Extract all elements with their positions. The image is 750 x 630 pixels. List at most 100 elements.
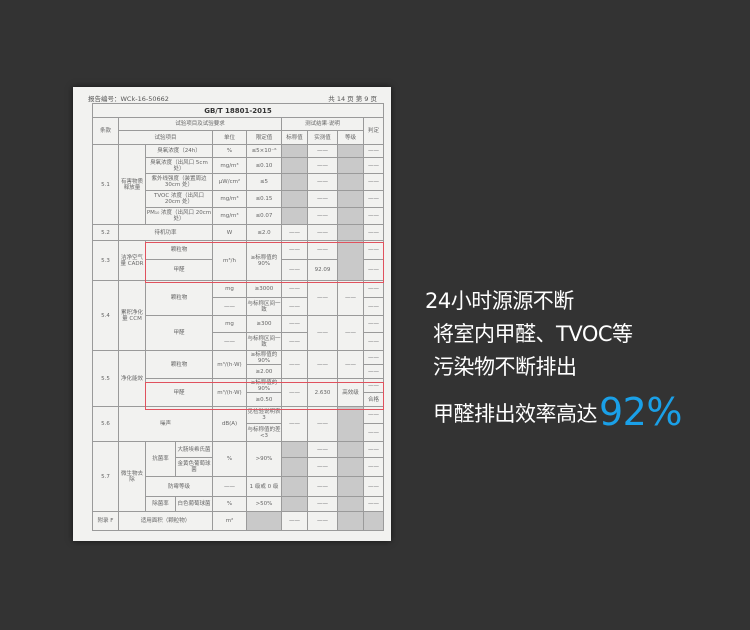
table-cell: mg: [212, 280, 247, 298]
table-cell: ——: [307, 496, 338, 512]
table-row: 5.6 噪声 dB(A) 见检验说明表 3 —— —— ——: [92, 406, 384, 442]
table-cell: ≥2.00: [246, 364, 282, 379]
table-row: 甲醛 —— 92.09 ——: [93, 259, 384, 281]
table-cell: 与标称区间一致: [246, 332, 282, 351]
table-cell: >50%: [246, 496, 282, 512]
table-cell: ——: [363, 157, 384, 174]
table-cell: ≥标称值的 90%: [246, 350, 282, 365]
table-cell: 试验项目: [118, 130, 213, 145]
table-cell: 适用面积（颗粒物）: [118, 511, 213, 531]
table-cell: ——: [363, 441, 384, 458]
table-cell: 5.2: [92, 224, 119, 241]
table-cell: 待机功率: [118, 224, 213, 241]
table-cell: ——: [307, 144, 338, 158]
table-cell: PM₁₀ 浓度（出风口 20cm 处）: [145, 207, 213, 225]
table-cell: [246, 511, 282, 531]
table-row: 与标称值的差<3 ——: [93, 423, 384, 442]
table-cell: ——: [281, 280, 308, 298]
table-cell: ——: [307, 240, 338, 260]
table-cell: 5.4: [92, 280, 119, 351]
table-cell: ——: [363, 457, 384, 477]
table-cell: ——: [363, 173, 384, 191]
table-cell: [337, 457, 364, 477]
table-cell: ——: [212, 476, 247, 497]
table-cell: m³/(h·W): [212, 378, 247, 407]
table-cell: [337, 511, 364, 531]
table-cell: μW/cm²: [212, 173, 247, 191]
table-cell: [281, 190, 308, 208]
table-cell: ——: [307, 441, 338, 458]
table-cell: ——: [363, 207, 384, 225]
table-row: 5.2 待机功率 W ≤2.0 —— —— ——: [92, 224, 384, 241]
table-cell: 附录 F: [92, 511, 119, 531]
table-cell: ——: [281, 315, 308, 333]
table-cell: 高效级: [337, 378, 364, 407]
table-cell: ≤0.07: [246, 207, 282, 225]
efficiency-percent: 92%: [599, 390, 682, 434]
table-cell: ——: [281, 378, 308, 407]
table-cell: ——: [363, 406, 384, 424]
table-row: 5.4 累积净化量 CCM 颗粒物 mg ≥3000 —— —— —— ——: [92, 280, 384, 351]
table-cell: 除菌率: [145, 496, 176, 512]
table-cell: 大肠埃希氏菌: [175, 441, 213, 458]
table-row: TVOC 浓度（出风口 20cm 处） mg/m³ ≤0.15 —— ——: [93, 190, 384, 208]
slogan-line-2: 将室内甲醛、TVOC等: [433, 322, 633, 346]
table-cell: [337, 496, 364, 512]
table-title: GB/T 18801-2015: [92, 103, 384, 118]
table-cell: [337, 224, 364, 241]
table-cell: 合格: [363, 392, 384, 407]
table-cell: 5.1: [92, 144, 119, 225]
table-cell: 累积净化量 CCM: [118, 280, 146, 351]
table-cell: ——: [307, 511, 338, 531]
table-cell: 2.630: [307, 378, 338, 407]
table-header-row: GB/T 18801-2015: [92, 103, 384, 118]
table-cell: m³/h: [212, 240, 247, 281]
table-cell: ——: [307, 157, 338, 174]
table-cell: 5.5: [92, 350, 119, 407]
table-cell: TVOC 浓度（出风口 20cm 处）: [145, 190, 213, 208]
table-row: 5.1 有害物质释放量 臭氧浓度（24h）% ≤5×10⁻⁶ —— ——: [92, 144, 384, 225]
table-cell: 紫外线强度（装置周边 30cm 处）: [145, 173, 213, 191]
table-cell: mg/m³: [212, 207, 247, 225]
table-cell: mg/m³: [212, 190, 247, 208]
table-cell: [337, 207, 364, 225]
table-cell: ——: [363, 332, 384, 351]
table-cell: ——: [281, 332, 308, 351]
table-cell: m²: [212, 511, 247, 531]
table-cell: ≤2.0: [246, 224, 282, 241]
table-cell: [281, 207, 308, 225]
table-row: 臭氧浓度（出风口 5cm 处） mg/m³ ≤0.10 —— ——: [93, 157, 384, 174]
table-row: 附录 F 适用面积（颗粒物） m² —— ——: [92, 511, 384, 531]
table-cell: 金黄色葡萄球菌: [175, 457, 213, 477]
table-cell: ——: [363, 378, 384, 393]
table-cell: ——: [363, 496, 384, 512]
table-cell: [281, 173, 308, 191]
table-cell: 5.6: [92, 406, 119, 442]
table-cell: ≥0.50: [246, 392, 282, 407]
table-cell: %: [212, 441, 247, 477]
table-cell: [337, 441, 364, 458]
slogan-line-4: 甲醛排出效率高达92%: [433, 386, 682, 434]
table-cell: 甲醛: [145, 315, 213, 351]
table-cell: [337, 476, 364, 497]
table-cell: 臭氧浓度（24h）: [145, 144, 213, 158]
table-cell: 单位: [212, 130, 247, 145]
table-cell: 颗粒物: [145, 280, 213, 316]
table-cell: [281, 144, 308, 158]
table-cell: 等级: [337, 130, 364, 145]
table-cell: ——: [363, 315, 384, 333]
table-cell: ——: [281, 511, 308, 531]
table-cell: ——: [281, 224, 308, 241]
table-cell: [337, 157, 364, 174]
table-cell: ——: [281, 297, 308, 316]
table-cell: ——: [307, 173, 338, 191]
table-cell: ——: [307, 224, 338, 241]
test-report-document: 报告编号：WCk-16-50662 共 14 页 第 9 页 GB/T 1880…: [73, 87, 391, 541]
table-cell: [281, 476, 308, 497]
table-cell: ≤5: [246, 173, 282, 191]
table-cell: ——: [212, 297, 247, 316]
table-cell: 实测值: [307, 130, 338, 145]
table-cell: 防霉等级: [145, 476, 213, 497]
table-cell: ——: [337, 280, 364, 316]
table-cell: %: [212, 496, 247, 512]
